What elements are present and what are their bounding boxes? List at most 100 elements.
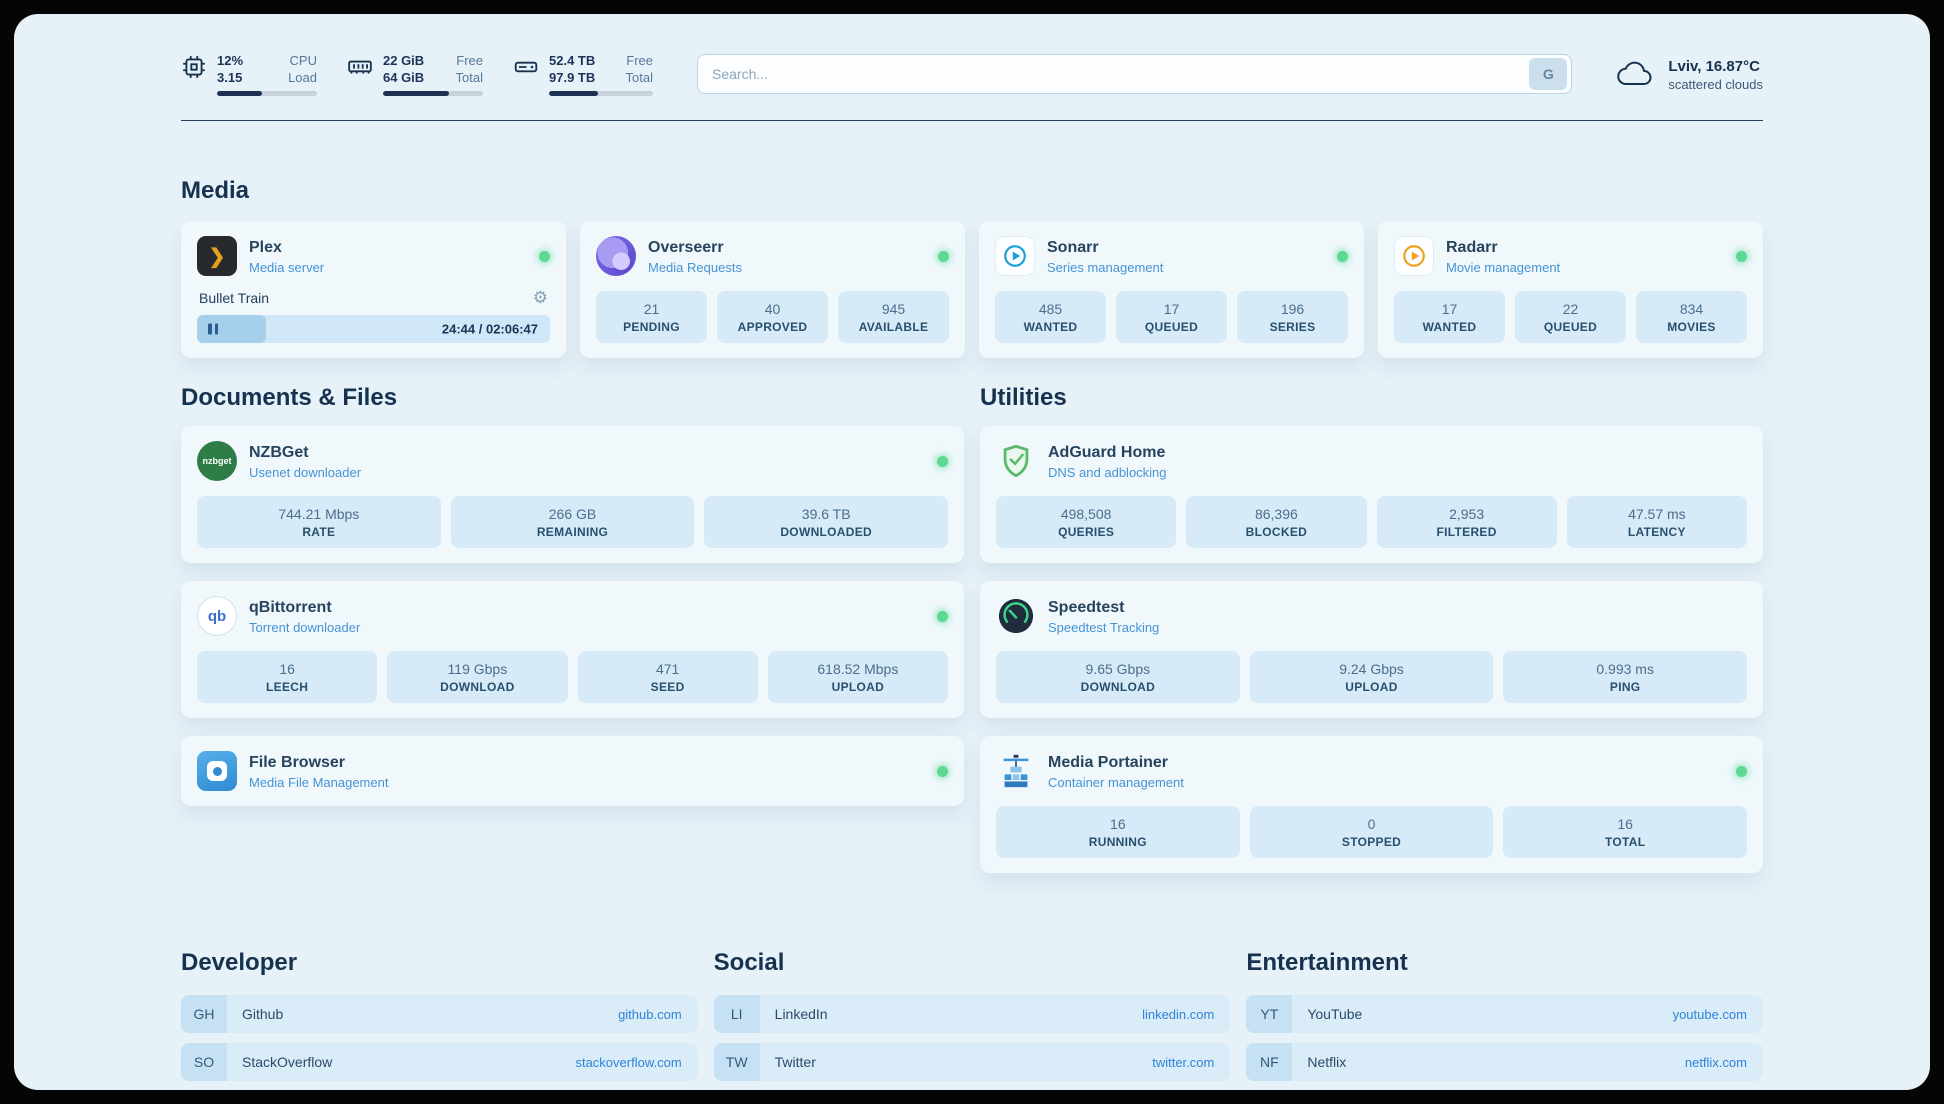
disk-total-label: Total [625, 70, 653, 85]
stat-tile: 618.52 Mbps UPLOAD [767, 651, 948, 703]
cpu-usage: 12% [217, 53, 244, 68]
service-name: Speedtest [1048, 598, 1125, 616]
disk-total: 97.9 TB [549, 70, 596, 85]
bookmark-netflix[interactable]: NF Netflix netflix.com [1246, 1043, 1763, 1081]
stat-tile: 945 AVAILABLE [838, 291, 949, 343]
service-name: File Browser [249, 753, 346, 771]
section-title-documents: Documents & Files [181, 384, 398, 411]
bookmark-stackoverflow[interactable]: SO StackOverflow stackoverflow.com [181, 1043, 698, 1081]
service-card-speedtest[interactable]: Speedtest Speedtest Tracking 9.65 Gbps DO… [980, 581, 1763, 718]
stat-tile: 0 STOPPED [1249, 806, 1494, 858]
cpu-progress-fill [217, 91, 262, 96]
stat-tile: 471 SEED [577, 651, 758, 703]
playback-time: 24:44 / 02:06:47 [441, 321, 538, 337]
service-card-nzbget[interactable]: nzbget NZBGet Usenet downloader 744.21 M… [181, 426, 964, 563]
nzbget-icon: nzbget [197, 441, 237, 481]
stat-tile: 9.65 Gbps DOWNLOAD [996, 651, 1240, 703]
weather-condition: scattered clouds [1668, 76, 1763, 92]
radarr-icon [1394, 236, 1434, 276]
stat-tile: 485 WANTED [995, 291, 1106, 343]
search-provider-button[interactable]: G [1529, 58, 1568, 90]
status-dot [1337, 250, 1348, 262]
status-dot [937, 455, 948, 467]
settings-gear-icon[interactable]: ⚙ [532, 288, 548, 307]
bookmark-abbr: GH [181, 995, 227, 1033]
service-card-filebrowser[interactable]: File Browser Media File Management [181, 736, 964, 806]
service-name: Media Portainer [1048, 753, 1169, 771]
speedtest-icon [996, 596, 1036, 636]
bookmark-domain: linkedin.com [1142, 1006, 1215, 1022]
stat-tile: 16 RUNNING [996, 806, 1240, 858]
bookmark-group-developer: Developer GH Github github.com SO StackO… [181, 949, 698, 1090]
cpu-label: CPU [289, 53, 317, 68]
search-bar[interactable]: G [697, 54, 1573, 94]
status-dot [937, 610, 948, 622]
bookmark-name: LinkedIn [774, 1006, 828, 1022]
stat-tile: 0.993 ms PING [1503, 651, 1748, 703]
memory-progress-fill [383, 91, 449, 96]
section-title-media: Media [181, 177, 250, 204]
stat-tile: 40 APPROVED [717, 291, 828, 343]
service-card-plex[interactable]: ❯ Plex Media server Bullet Train ⚙ 24:44… [181, 221, 566, 358]
stat-tile: 21 PENDING [596, 291, 707, 343]
media-card-grid: ❯ Plex Media server Bullet Train ⚙ 24:44… [181, 221, 1763, 358]
service-subtitle: Media Requests [648, 259, 742, 275]
stat-tile: 39.6 TB DOWNLOADED [704, 496, 949, 548]
stat-tile: 834 MOVIES [1636, 291, 1747, 343]
status-dot [938, 250, 949, 262]
status-dot [937, 765, 948, 777]
disk-free: 52.4 TB [549, 53, 596, 68]
service-card-qbittorrent[interactable]: qb qBittorrent Torrent downloader 16 LEEC… [181, 581, 964, 718]
filebrowser-icon [197, 751, 237, 791]
portainer-icon [996, 751, 1036, 791]
memory-total: 64 GiB [383, 70, 425, 85]
section-title-developer: Developer [181, 949, 298, 976]
bookmark-github[interactable]: GH Github github.com [181, 995, 698, 1033]
service-card-overseerr[interactable]: Overseerr Media Requests 21 PENDING 40 APP… [580, 221, 965, 358]
service-name: qBittorrent [249, 598, 332, 616]
bookmark-name: StackOverflow [242, 1054, 333, 1070]
service-name: Plex [249, 238, 282, 256]
service-subtitle: Movie management [1446, 259, 1561, 275]
pause-icon[interactable] [208, 323, 218, 335]
service-card-radarr[interactable]: Radarr Movie management 17 WANTED 22 QUEUE… [1378, 221, 1763, 358]
service-card-portainer[interactable]: Media Portainer Container management 16 R… [980, 736, 1763, 873]
bookmark-domain: github.com [618, 1006, 682, 1022]
service-name: Sonarr [1047, 238, 1099, 256]
bookmark-name: Twitter [774, 1054, 816, 1070]
memory-progress-track [383, 91, 483, 96]
status-dot [1736, 765, 1747, 777]
service-card-adguard[interactable]: AdGuard Home DNS and adblocking 498,508 Q… [980, 426, 1763, 563]
bookmark-name: Netflix [1307, 1054, 1347, 1070]
stat-tile: 22 QUEUED [1515, 291, 1626, 343]
stat-tile: 119 Gbps DOWNLOAD [387, 651, 568, 703]
service-subtitle: Torrent downloader [249, 619, 361, 635]
service-subtitle: Media File Management [249, 774, 389, 790]
disk-progress-fill [549, 91, 598, 96]
service-card-sonarr[interactable]: Sonarr Series management 485 WANTED 17 QUE… [979, 221, 1364, 358]
disk-free-label: Free [626, 53, 653, 68]
bookmark-twitter[interactable]: TW Twitter twitter.com [713, 1043, 1231, 1081]
bookmark-domain: youtube.com [1672, 1006, 1747, 1022]
stat-tile: 16 LEECH [197, 651, 378, 703]
disk-progress-track [549, 91, 653, 96]
weather-location: Lviv, 16.87°C [1668, 57, 1760, 75]
search-input[interactable] [712, 66, 1530, 82]
adguard-icon [996, 441, 1036, 481]
memory-widget: 22 GiB Free 64 GiB Total [347, 52, 483, 96]
bookmark-linkedin[interactable]: LI LinkedIn linkedin.com [713, 995, 1231, 1033]
documents-column: Documents & Files nzbget NZBGet Usenet d… [181, 384, 964, 891]
disk-widget: 52.4 TB Free 97.9 TB Total [513, 52, 653, 96]
section-title-social: Social [713, 949, 785, 976]
qbittorrent-icon: qb [197, 596, 237, 636]
stat-tile: 17 WANTED [1394, 291, 1505, 343]
utilities-column: Utilities AdGuard Home DNS and adblockin… [980, 384, 1763, 891]
plex-progress-bar[interactable]: 24:44 / 02:06:47 [197, 315, 550, 343]
section-title-utilities: Utilities [980, 384, 1067, 411]
status-dot [1736, 250, 1747, 262]
bookmark-abbr: LI [713, 995, 760, 1033]
bookmark-youtube[interactable]: YT YouTube youtube.com [1246, 995, 1763, 1033]
bookmark-domain: netflix.com [1684, 1054, 1747, 1070]
section-title-entertainment: Entertainment [1246, 949, 1408, 976]
